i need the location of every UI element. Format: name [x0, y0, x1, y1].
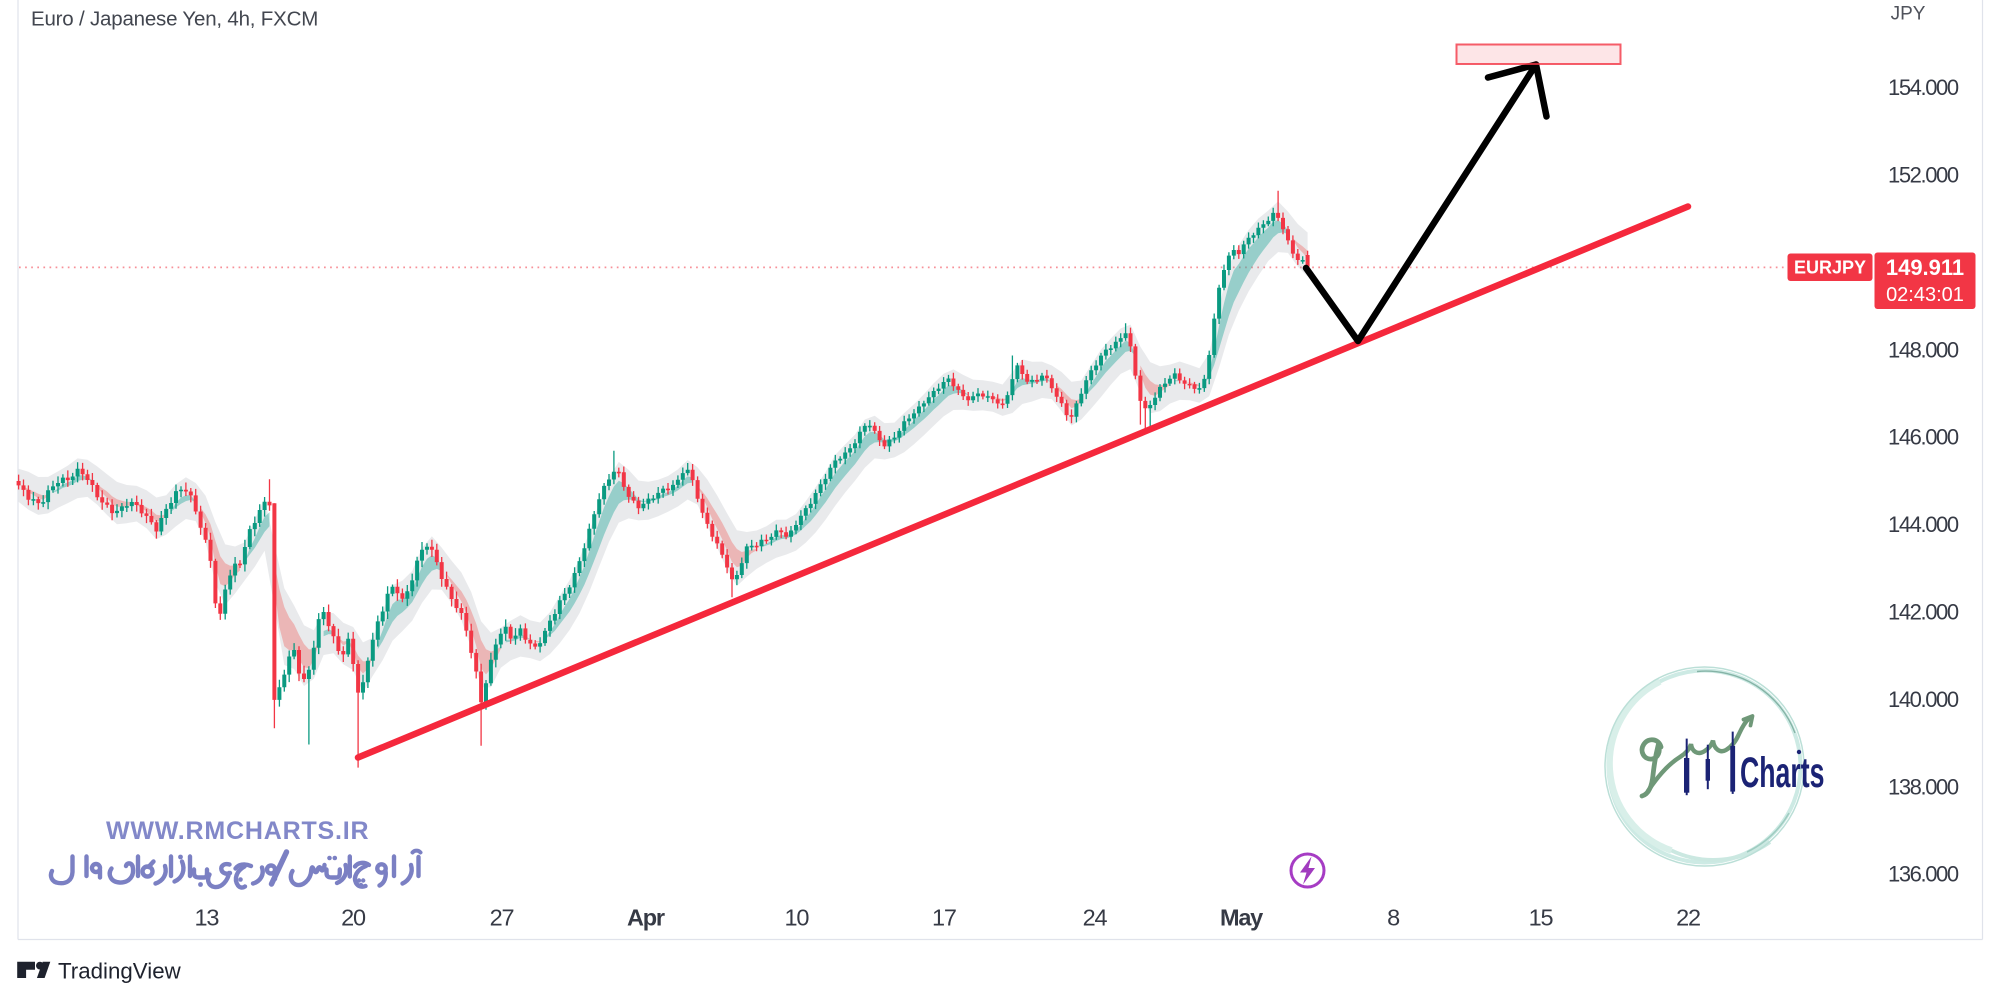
svg-text:140.000: 140.000 — [1888, 687, 1959, 712]
svg-text:Apr: Apr — [627, 905, 665, 931]
svg-text:22: 22 — [1676, 905, 1700, 931]
svg-text:WWW.RMCHARTS.IR: WWW.RMCHARTS.IR — [106, 817, 369, 845]
svg-text:146.000: 146.000 — [1888, 425, 1959, 450]
svg-text:136.000: 136.000 — [1888, 862, 1959, 887]
svg-text:EURJPY: EURJPY — [1794, 258, 1866, 278]
svg-text:148.000: 148.000 — [1888, 337, 1959, 362]
svg-text:20: 20 — [341, 905, 366, 931]
svg-text:149.911: 149.911 — [1886, 255, 1964, 280]
svg-text:24: 24 — [1083, 905, 1108, 931]
svg-text:8: 8 — [1387, 905, 1400, 931]
svg-text:Euro / Japanese Yen, 4h, FXCM: Euro / Japanese Yen, 4h, FXCM — [31, 8, 318, 31]
svg-text:May: May — [1220, 905, 1263, 931]
svg-text:TradingView: TradingView — [58, 959, 182, 984]
svg-text:Charts: Charts — [1740, 749, 1824, 797]
svg-text:15: 15 — [1529, 905, 1554, 931]
svg-text:17: 17 — [932, 905, 956, 931]
svg-text:154.000: 154.000 — [1888, 75, 1959, 100]
svg-text:142.000: 142.000 — [1888, 600, 1959, 625]
svg-text:152.000: 152.000 — [1888, 163, 1959, 188]
svg-text:144.000: 144.000 — [1888, 512, 1959, 537]
svg-text:JPY: JPY — [1891, 4, 1926, 25]
svg-text:27: 27 — [490, 905, 514, 931]
svg-text:138.000: 138.000 — [1888, 774, 1959, 799]
svg-text:10: 10 — [785, 905, 810, 931]
svg-text:13: 13 — [195, 905, 220, 931]
svg-text:02:43:01: 02:43:01 — [1886, 284, 1964, 306]
